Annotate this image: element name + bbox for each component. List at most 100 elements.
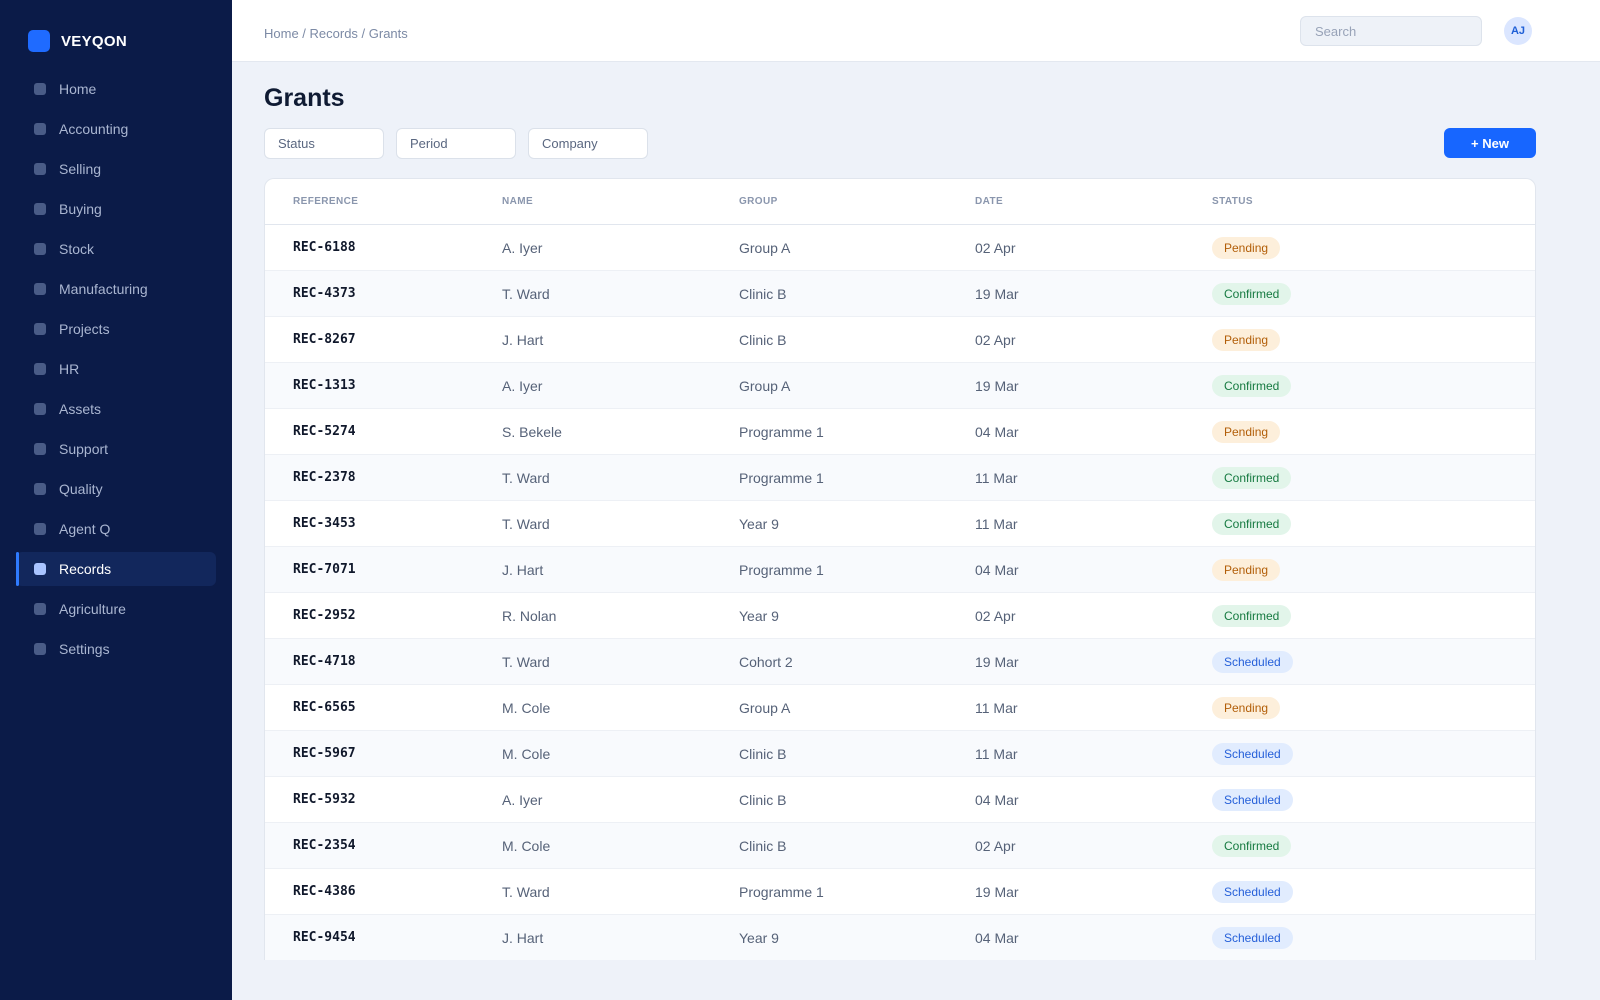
- table-row[interactable]: REC-4373 T. Ward Clinic B 19 Mar Confirmed: [265, 271, 1535, 317]
- table-row[interactable]: REC-5967 M. Cole Clinic B 11 Mar Scheduled: [265, 731, 1535, 777]
- cell-date: 02 Apr: [975, 607, 1016, 624]
- column-header-status[interactable]: STATUS: [1212, 196, 1253, 207]
- sidebar-item-label: Records: [59, 561, 112, 577]
- table-row[interactable]: REC-2354 M. Cole Clinic B 02 Apr Confirmed: [265, 823, 1535, 869]
- table-row[interactable]: REC-6565 M. Cole Group A 11 Mar Pending: [265, 685, 1535, 731]
- cell-date: 04 Mar: [975, 791, 1019, 808]
- cell-date: 02 Apr: [975, 331, 1016, 348]
- cell-name: T. Ward: [502, 653, 550, 670]
- table-row[interactable]: REC-5932 A. Iyer Clinic B 04 Mar Scheduled: [265, 777, 1535, 823]
- cell-status: Scheduled: [1212, 788, 1535, 811]
- status-badge: Scheduled: [1212, 880, 1293, 903]
- cell-reference: REC-9454: [293, 930, 356, 945]
- sidebar-item-agent-q[interactable]: Agent Q: [16, 512, 216, 546]
- status-badge: Scheduled: [1212, 650, 1293, 673]
- sidebar-item-support[interactable]: Support: [16, 432, 216, 466]
- cell-name: T. Ward: [502, 883, 550, 900]
- cell-status: Confirmed: [1212, 374, 1535, 397]
- nav-square-icon: [34, 523, 46, 535]
- cell-status: Confirmed: [1212, 604, 1535, 627]
- cell-status: Confirmed: [1212, 512, 1535, 535]
- cell-status: Pending: [1212, 696, 1535, 719]
- sidebar-item-label: Stock: [59, 241, 95, 257]
- sidebar-item-settings[interactable]: Settings: [16, 632, 216, 666]
- sidebar-item-label: HR: [59, 361, 80, 377]
- sidebar-item-home[interactable]: Home: [16, 72, 216, 106]
- column-header-reference[interactable]: REFERENCE: [293, 196, 359, 207]
- column-header-name[interactable]: NAME: [502, 196, 534, 207]
- table-body: REC-6188 A. Iyer Group A 02 Apr Pending REC-4…: [265, 225, 1535, 960]
- table-row[interactable]: REC-8267 J. Hart Clinic B 02 Apr Pending: [265, 317, 1535, 363]
- cell-group: Cohort 2: [739, 653, 793, 670]
- sidebar-item-quality[interactable]: Quality: [16, 472, 216, 506]
- brand[interactable]: VEYQON: [28, 30, 127, 52]
- table-row[interactable]: REC-9454 J. Hart Year 9 04 Mar Scheduled: [265, 915, 1535, 960]
- filter-company[interactable]: Company: [528, 128, 648, 159]
- cell-date: 11 Mar: [975, 699, 1018, 716]
- sidebar-item-records[interactable]: Records: [16, 552, 216, 586]
- cell-name: J. Hart: [502, 331, 544, 348]
- table-row[interactable]: REC-1313 A. Iyer Group A 19 Mar Confirmed: [265, 363, 1535, 409]
- filter-period[interactable]: Period: [396, 128, 516, 159]
- sidebar-item-selling[interactable]: Selling: [16, 152, 216, 186]
- sidebar: VEYQON Home Accounting Selling Buying Stock M…: [0, 0, 232, 1000]
- sidebar-item-agriculture[interactable]: Agriculture: [16, 592, 216, 626]
- table-row[interactable]: REC-3453 T. Ward Year 9 11 Mar Confirmed: [265, 501, 1535, 547]
- cell-date: 19 Mar: [975, 377, 1019, 394]
- cell-name: R. Nolan: [502, 607, 557, 624]
- table-row[interactable]: REC-5274 S. Bekele Programme 1 04 Mar Pendin…: [265, 409, 1535, 455]
- status-badge: Scheduled: [1212, 926, 1293, 949]
- search-input[interactable]: [1300, 16, 1482, 46]
- sidebar-item-label: Agent Q: [59, 521, 111, 537]
- table-row[interactable]: REC-6188 A. Iyer Group A 02 Apr Pending: [265, 225, 1535, 271]
- breadcrumb[interactable]: Home / Records / Grants: [264, 26, 408, 41]
- status-badge: Scheduled: [1212, 742, 1293, 765]
- cell-date: 11 Mar: [975, 469, 1018, 486]
- brand-name: VEYQON: [61, 32, 127, 50]
- sidebar-item-label: Assets: [59, 401, 102, 417]
- sidebar-item-hr[interactable]: HR: [16, 352, 216, 386]
- sidebar-item-accounting[interactable]: Accounting: [16, 112, 216, 146]
- sidebar-item-stock[interactable]: Stock: [16, 232, 216, 266]
- cell-date: 04 Mar: [975, 423, 1019, 440]
- nav-square-icon: [34, 123, 46, 135]
- cell-date: 02 Apr: [975, 837, 1016, 854]
- nav-square-icon: [34, 603, 46, 615]
- cell-date: 11 Mar: [975, 745, 1018, 762]
- new-button[interactable]: + New: [1444, 128, 1536, 158]
- cell-date: 11 Mar: [975, 515, 1018, 532]
- avatar[interactable]: AJ: [1504, 17, 1532, 45]
- sidebar-item-label: Manufacturing: [59, 281, 148, 297]
- sidebar-item-assets[interactable]: Assets: [16, 392, 216, 426]
- cell-name: J. Hart: [502, 929, 544, 946]
- table-row[interactable]: REC-2952 R. Nolan Year 9 02 Apr Confirmed: [265, 593, 1535, 639]
- top-bar: Home / Records / Grants AJ: [232, 0, 1600, 62]
- cell-group: Programme 1: [739, 469, 824, 486]
- nav-square-icon: [34, 203, 46, 215]
- cell-status: Scheduled: [1212, 650, 1535, 673]
- filter-status[interactable]: Status: [264, 128, 384, 159]
- sidebar-item-projects[interactable]: Projects: [16, 312, 216, 346]
- sidebar-item-label: Home: [59, 81, 97, 97]
- cell-status: Scheduled: [1212, 742, 1535, 765]
- sidebar-item-label: Projects: [59, 321, 110, 337]
- table-row[interactable]: REC-7071 J. Hart Programme 1 04 Mar Pending: [265, 547, 1535, 593]
- column-header-group[interactable]: GROUP: [739, 196, 778, 207]
- table-row[interactable]: REC-4718 T. Ward Cohort 2 19 Mar Scheduled: [265, 639, 1535, 685]
- page-title: Grants: [264, 84, 345, 112]
- cell-group: Group A: [739, 377, 791, 394]
- column-header-date[interactable]: DATE: [975, 196, 1004, 207]
- sidebar-item-buying[interactable]: Buying: [16, 192, 216, 226]
- sidebar-item-manufacturing[interactable]: Manufacturing: [16, 272, 216, 306]
- sidebar-item-label: Accounting: [59, 121, 129, 137]
- table-row[interactable]: REC-2378 T. Ward Programme 1 11 Mar Confirme…: [265, 455, 1535, 501]
- cell-group: Year 9: [739, 607, 779, 624]
- cell-group: Group A: [739, 699, 791, 716]
- table-row[interactable]: REC-4386 T. Ward Programme 1 19 Mar Schedule…: [265, 869, 1535, 915]
- cell-group: Clinic B: [739, 745, 787, 762]
- status-badge: Pending: [1212, 420, 1281, 443]
- nav-square-icon: [34, 243, 46, 255]
- cell-name: T. Ward: [502, 515, 550, 532]
- cell-reference: REC-3453: [293, 516, 356, 531]
- cell-status: Pending: [1212, 420, 1535, 443]
